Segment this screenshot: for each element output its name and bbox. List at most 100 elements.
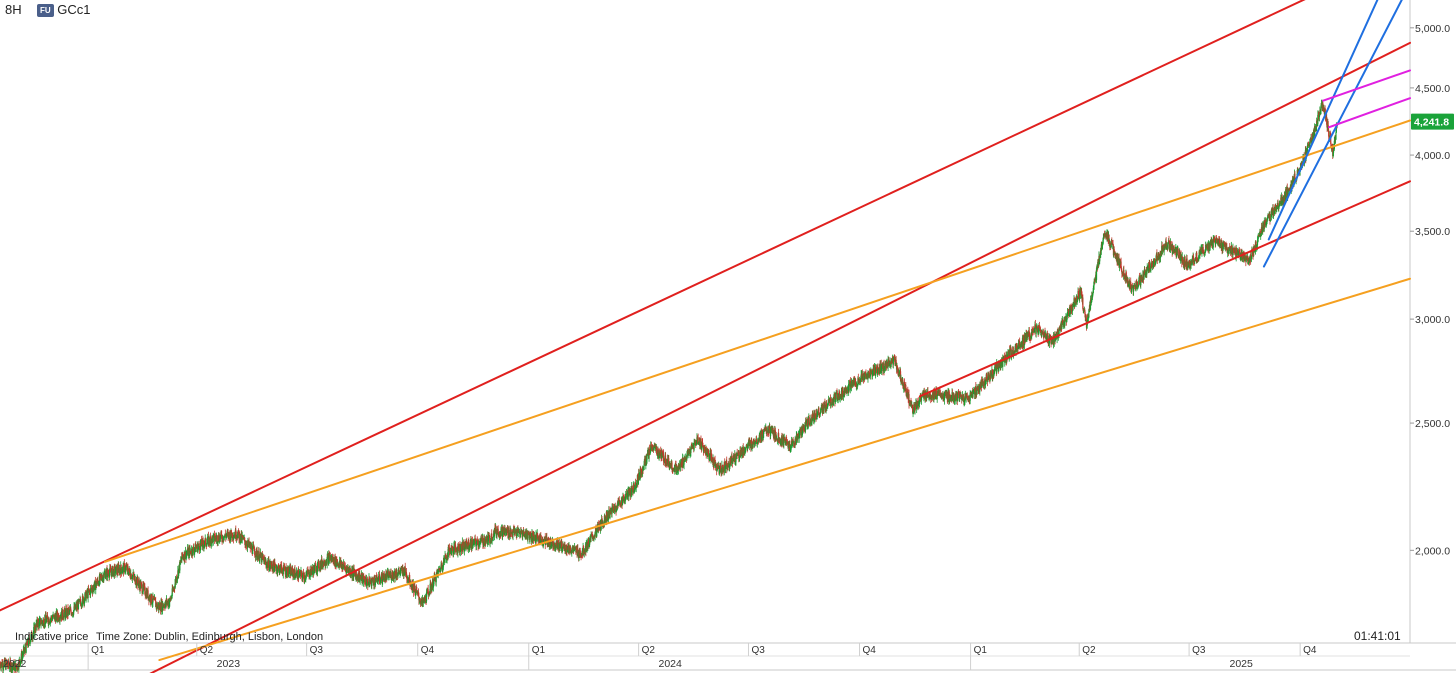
candle-body — [365, 578, 368, 586]
candle-body — [859, 379, 861, 382]
candle-body — [366, 578, 368, 583]
candle-body — [913, 404, 915, 410]
candle-body — [769, 426, 771, 430]
candle-body — [48, 618, 50, 624]
candle-body — [844, 389, 846, 395]
candle-body — [166, 599, 168, 605]
candle-body — [818, 414, 820, 416]
candle-body — [304, 575, 306, 580]
candle-body — [173, 587, 175, 589]
candle-body — [625, 493, 627, 499]
candle-body — [254, 555, 257, 558]
candle-body — [829, 398, 832, 406]
candle-body — [337, 563, 340, 566]
candle-body — [459, 550, 461, 553]
symbol-selector[interactable]: FU GCc1 — [37, 2, 91, 18]
candle-body — [427, 589, 429, 593]
candle-body — [877, 367, 879, 374]
candle-body — [492, 536, 494, 538]
candle-body — [70, 608, 72, 612]
candle-body — [123, 563, 125, 573]
timeframe-label[interactable]: 8H — [5, 2, 22, 17]
futures-badge: FU — [37, 4, 54, 18]
candle-body — [877, 368, 880, 371]
candle-body — [198, 546, 201, 551]
candle-body — [715, 465, 717, 468]
candle-body — [415, 588, 418, 591]
candle-body — [130, 573, 132, 579]
candle-body — [164, 603, 166, 608]
candle-body — [944, 392, 946, 395]
candle-body — [879, 369, 882, 372]
candle-body — [388, 573, 390, 577]
candle-body — [483, 544, 485, 545]
candle-body — [405, 571, 408, 578]
candle-body — [213, 534, 216, 541]
candle-body — [817, 409, 819, 414]
candle-body — [237, 533, 239, 539]
candle-body — [306, 570, 309, 573]
candle-body — [161, 603, 164, 611]
candle-body — [377, 581, 379, 584]
candle-body — [899, 374, 901, 375]
candle-body — [58, 614, 60, 620]
candle-body — [385, 573, 387, 575]
candle-body — [55, 614, 57, 622]
candle-body — [920, 396, 922, 399]
candle-body — [895, 362, 898, 370]
candle-body — [861, 373, 863, 379]
candle-body — [501, 527, 504, 537]
candle-body — [302, 572, 305, 576]
candle-body — [556, 541, 558, 546]
candle-body — [463, 541, 465, 552]
candle-body — [205, 538, 207, 545]
candle-body — [291, 567, 294, 570]
candle-body — [663, 461, 665, 463]
candle-body — [113, 566, 115, 576]
candle-body — [864, 372, 866, 377]
candle-body — [35, 622, 37, 631]
candle-body — [348, 570, 350, 574]
candle-body — [226, 532, 228, 536]
candle-body — [553, 545, 555, 547]
candle-body — [68, 609, 70, 611]
candle-body — [386, 571, 389, 573]
candle-body — [35, 629, 37, 631]
candle-body — [709, 453, 711, 459]
candle-body — [804, 420, 807, 431]
candle-body — [488, 535, 490, 537]
candle-body — [454, 544, 456, 553]
candle-body — [733, 454, 735, 456]
candle-body — [574, 546, 576, 548]
candle-body — [635, 487, 637, 489]
candle-body — [730, 457, 732, 462]
candle-body — [939, 393, 942, 398]
candle-body — [842, 388, 844, 394]
candle-body — [721, 465, 723, 467]
candle-body — [919, 399, 921, 401]
candle-body — [180, 560, 182, 563]
candle-body — [124, 566, 127, 571]
candle-body — [719, 468, 721, 470]
candle-body — [839, 396, 841, 400]
candle-body — [747, 441, 750, 446]
candle-body — [224, 533, 226, 536]
candle-body — [403, 568, 405, 576]
candle-body — [397, 572, 399, 574]
candle-body — [714, 459, 716, 460]
candle-body — [120, 564, 122, 570]
candle-body — [781, 438, 783, 445]
candle-body — [346, 567, 348, 570]
candle-body — [303, 575, 305, 580]
candle-body — [32, 634, 34, 639]
candle-body — [977, 387, 979, 390]
candle-body — [286, 570, 288, 575]
candle-body — [103, 577, 105, 581]
candle-body — [744, 451, 746, 453]
candle-body — [688, 451, 690, 454]
candle-body — [62, 618, 65, 619]
candle-body — [974, 388, 976, 395]
candle-body — [963, 401, 966, 402]
candle-body — [479, 540, 481, 545]
